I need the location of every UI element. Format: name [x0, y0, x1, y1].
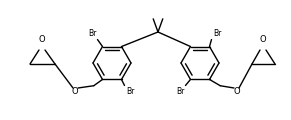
- Text: Br: Br: [176, 87, 185, 96]
- Text: O: O: [39, 36, 45, 45]
- Text: O: O: [260, 36, 266, 45]
- Text: O: O: [72, 87, 78, 96]
- Text: Br: Br: [126, 87, 135, 96]
- Text: Br: Br: [88, 29, 97, 38]
- Text: Br: Br: [213, 29, 222, 38]
- Text: O: O: [234, 87, 240, 96]
